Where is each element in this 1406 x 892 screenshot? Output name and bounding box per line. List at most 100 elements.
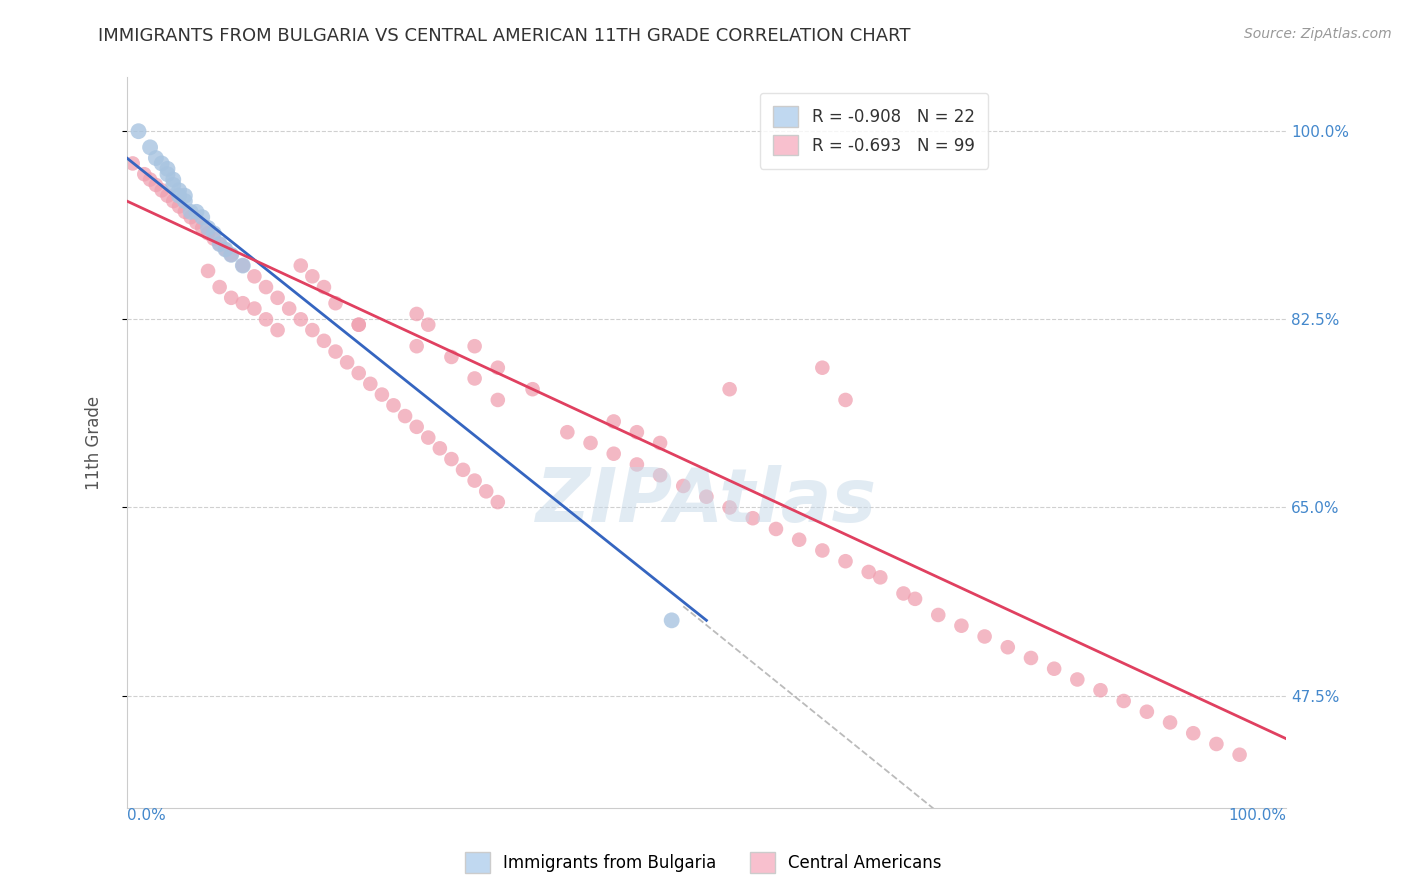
Point [429,442,451,456]
Point [128,124,150,138]
Point [418,318,440,332]
Point [150,156,173,170]
Point [440,350,463,364]
Point [208,280,231,294]
Point [440,452,463,467]
Point [1205,737,1227,751]
Point [219,248,242,262]
Point [811,360,834,375]
Point [1136,705,1159,719]
Point [359,376,381,391]
Point [718,500,741,515]
Point [1229,747,1251,762]
Point [290,312,312,326]
Point [418,431,440,445]
Point [973,630,995,644]
Point [579,436,602,450]
Point [451,463,474,477]
Point [186,216,208,230]
Legend: R = -0.908   N = 22, R = -0.693   N = 99: R = -0.908 N = 22, R = -0.693 N = 99 [759,93,988,169]
Point [191,221,214,235]
Point [648,468,671,483]
Point [718,382,741,396]
Point [464,371,486,385]
Point [312,334,335,348]
Point [486,392,509,407]
Point [156,167,179,181]
Point [787,533,810,547]
Point [266,291,288,305]
Point [869,570,891,584]
Point [145,178,167,192]
Point [648,436,671,450]
Point [197,264,219,278]
Point [904,591,927,606]
Point [486,495,509,509]
Point [232,296,254,310]
Point [173,204,195,219]
Point [997,640,1019,655]
Point [893,586,915,600]
Point [121,156,143,170]
Point [325,296,347,310]
Point [254,312,277,326]
Point [254,280,277,294]
Point [162,194,184,208]
Point [834,554,856,568]
Point [290,259,312,273]
Point [134,167,156,181]
Point [626,458,648,472]
Point [219,248,242,262]
Point [347,318,370,332]
Point [1112,694,1135,708]
Point [219,291,242,305]
Point [191,210,214,224]
Point [394,409,416,423]
Point [162,172,184,186]
Point [186,204,208,219]
Point [162,178,184,192]
Point [1019,651,1042,665]
Point [180,204,202,219]
Point [336,355,359,369]
Text: Source: ZipAtlas.com: Source: ZipAtlas.com [1244,27,1392,41]
Point [156,161,179,176]
Point [602,414,624,428]
Point [173,188,195,202]
Point [626,425,648,440]
Point [464,474,486,488]
Point [405,307,427,321]
Text: ZIPAtlas: ZIPAtlas [536,465,877,538]
Point [325,344,347,359]
Point [243,301,266,316]
Point [927,607,949,622]
Point [145,151,167,165]
Point [557,425,579,440]
Legend: Immigrants from Bulgaria, Central Americans: Immigrants from Bulgaria, Central Americ… [458,846,948,880]
Point [232,259,254,273]
Point [301,269,323,284]
Point [312,280,335,294]
Point [405,420,427,434]
Point [243,269,266,284]
Point [834,392,856,407]
Y-axis label: 11th Grade: 11th Grade [86,396,103,490]
Point [278,301,301,316]
Point [382,398,405,412]
Point [139,172,162,186]
Point [214,243,236,257]
Text: 100.0%: 100.0% [1227,808,1286,823]
Point [475,484,498,499]
Point [167,183,190,197]
Point [1066,673,1088,687]
Point [405,339,427,353]
Point [602,447,624,461]
Point [950,618,973,632]
Point [301,323,323,337]
Point [661,613,683,627]
Point [197,227,219,241]
Point [167,199,190,213]
Point [197,221,219,235]
Point [765,522,787,536]
Point [214,243,236,257]
